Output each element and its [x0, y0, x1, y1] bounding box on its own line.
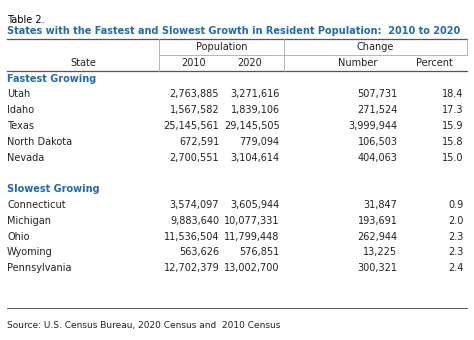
Text: Number: Number	[337, 58, 377, 68]
Text: 9,883,640: 9,883,640	[170, 216, 219, 226]
Text: Fastest Growing: Fastest Growing	[7, 73, 96, 84]
Text: 0.9: 0.9	[448, 200, 464, 210]
Text: 15.9: 15.9	[442, 121, 464, 131]
Text: Idaho: Idaho	[7, 105, 34, 115]
Text: 2.3: 2.3	[448, 232, 464, 242]
Text: Utah: Utah	[7, 89, 30, 99]
Text: 193,691: 193,691	[358, 216, 398, 226]
Text: 2020: 2020	[237, 58, 262, 68]
Text: 672,591: 672,591	[179, 137, 219, 147]
Text: 3,104,614: 3,104,614	[230, 153, 280, 163]
Text: 1,839,106: 1,839,106	[230, 105, 280, 115]
Text: Connecticut: Connecticut	[7, 200, 66, 210]
Text: 563,626: 563,626	[179, 248, 219, 257]
Text: Source: U.S. Census Bureau, 2020 Census and  2010 Census: Source: U.S. Census Bureau, 2020 Census …	[7, 321, 281, 330]
Text: 31,847: 31,847	[364, 200, 398, 210]
Text: 779,094: 779,094	[239, 137, 280, 147]
Text: 11,536,504: 11,536,504	[164, 232, 219, 242]
Text: 3,999,944: 3,999,944	[348, 121, 398, 131]
Text: 262,944: 262,944	[357, 232, 398, 242]
Text: Michigan: Michigan	[7, 216, 51, 226]
Text: Wyoming: Wyoming	[7, 248, 53, 257]
Text: 15.0: 15.0	[442, 153, 464, 163]
Text: 1,567,582: 1,567,582	[170, 105, 219, 115]
Text: 3,605,944: 3,605,944	[230, 200, 280, 210]
Text: 12,702,379: 12,702,379	[164, 263, 219, 273]
Text: 29,145,505: 29,145,505	[224, 121, 280, 131]
Text: 3,574,097: 3,574,097	[170, 200, 219, 210]
Text: 18.4: 18.4	[442, 89, 464, 99]
Text: Population: Population	[196, 42, 247, 52]
Text: 2,763,885: 2,763,885	[170, 89, 219, 99]
Text: 2,700,551: 2,700,551	[170, 153, 219, 163]
Text: 576,851: 576,851	[239, 248, 280, 257]
Text: Table 2.: Table 2.	[7, 15, 45, 25]
Text: 25,145,561: 25,145,561	[164, 121, 219, 131]
Text: 10,077,331: 10,077,331	[224, 216, 280, 226]
Text: Slowest Growing: Slowest Growing	[7, 184, 100, 194]
Text: 404,063: 404,063	[358, 153, 398, 163]
Text: Nevada: Nevada	[7, 153, 45, 163]
Text: Percent: Percent	[416, 58, 453, 68]
Text: Change: Change	[357, 42, 394, 52]
Text: 13,225: 13,225	[364, 248, 398, 257]
Text: 17.3: 17.3	[442, 105, 464, 115]
Text: States with the Fastest and Slowest Growth in Resident Population:  2010 to 2020: States with the Fastest and Slowest Grow…	[7, 26, 460, 35]
Text: 3,271,616: 3,271,616	[230, 89, 280, 99]
Text: State: State	[70, 58, 96, 68]
Text: 11,799,448: 11,799,448	[224, 232, 280, 242]
Text: Texas: Texas	[7, 121, 34, 131]
Text: Pennsylvania: Pennsylvania	[7, 263, 72, 273]
Text: 2.4: 2.4	[448, 263, 464, 273]
Text: 15.8: 15.8	[442, 137, 464, 147]
Text: 2.3: 2.3	[448, 248, 464, 257]
Text: 2010: 2010	[182, 58, 206, 68]
Text: Ohio: Ohio	[7, 232, 29, 242]
Text: 300,321: 300,321	[357, 263, 398, 273]
Text: North Dakota: North Dakota	[7, 137, 72, 147]
Text: 13,002,700: 13,002,700	[224, 263, 280, 273]
Text: 2.0: 2.0	[448, 216, 464, 226]
Text: 106,503: 106,503	[357, 137, 398, 147]
Text: 271,524: 271,524	[357, 105, 398, 115]
Text: 507,731: 507,731	[357, 89, 398, 99]
